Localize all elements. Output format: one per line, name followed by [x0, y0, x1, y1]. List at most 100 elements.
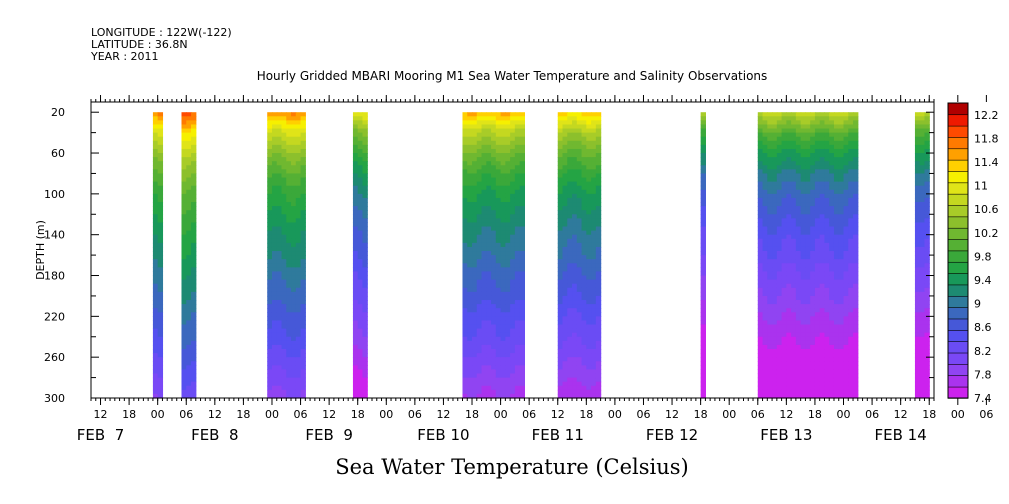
heatmap-cell — [295, 344, 302, 350]
heatmap-cell — [157, 336, 164, 342]
heatmap-cell — [276, 312, 283, 317]
heatmap-cell — [495, 230, 502, 236]
heatmap-cell — [476, 132, 483, 138]
heatmap-cell — [362, 185, 368, 191]
heatmap-cell — [295, 148, 302, 154]
heatmap-cell — [914, 267, 921, 273]
heatmap-cell — [295, 173, 302, 179]
heatmap-cell — [495, 189, 502, 195]
heatmap-cell — [800, 328, 806, 334]
heatmap-cell — [505, 365, 511, 371]
heatmap-cell — [805, 144, 811, 150]
heatmap-cell — [772, 132, 778, 138]
heatmap-cell — [781, 161, 787, 166]
heatmap-cell — [576, 136, 583, 142]
heatmap-cell — [567, 308, 573, 313]
heatmap-cell — [510, 353, 516, 358]
heatmap-cell — [362, 214, 368, 219]
heatmap-cell — [848, 226, 854, 232]
heatmap-cell — [824, 340, 830, 346]
heatmap-cell — [591, 116, 597, 121]
heatmap-cell — [191, 385, 197, 391]
heatmap-cell — [833, 328, 840, 334]
heatmap-cell — [814, 214, 821, 219]
heatmap-cell — [914, 226, 921, 232]
heatmap-cell — [295, 169, 302, 175]
heatmap-cell — [781, 210, 787, 215]
heatmap-cell — [762, 304, 768, 309]
heatmap-cell — [824, 234, 830, 240]
heatmap-cell — [843, 116, 849, 121]
heatmap-cell — [491, 328, 497, 334]
heatmap-cell — [281, 148, 287, 154]
heatmap-cell — [833, 349, 840, 354]
heatmap-cell — [567, 128, 573, 134]
heatmap-cell — [357, 140, 364, 146]
heatmap-cell — [776, 332, 783, 338]
heatmap-cell — [191, 353, 197, 358]
heatmap-cell — [814, 116, 821, 121]
heatmap-cell — [843, 197, 849, 203]
heatmap-cell — [300, 312, 306, 317]
heatmap-cell — [186, 291, 192, 297]
heatmap-cell — [300, 222, 306, 228]
heatmap-cell — [481, 157, 487, 162]
heatmap-cell — [819, 361, 826, 366]
heatmap-cell — [819, 336, 826, 342]
heatmap-cell — [505, 328, 511, 334]
heatmap-cell — [757, 165, 764, 170]
heatmap-cell — [810, 132, 816, 138]
heatmap-cell — [271, 295, 278, 301]
heatmap-cell — [557, 308, 564, 313]
heatmap-cell — [557, 393, 564, 399]
heatmap-cell — [824, 242, 830, 248]
heatmap-cell — [271, 136, 278, 142]
heatmap-cell — [791, 165, 797, 170]
heatmap-cell — [829, 161, 835, 166]
heatmap-cell — [157, 283, 164, 289]
heatmap-cell — [786, 206, 792, 211]
heatmap-cell — [362, 148, 368, 154]
heatmap-cell — [362, 230, 368, 236]
heatmap-cell — [491, 189, 497, 195]
heatmap-cell — [281, 230, 287, 236]
heatmap-cell — [848, 157, 854, 162]
heatmap-cell — [819, 251, 826, 256]
heatmap-cell — [291, 271, 297, 277]
heatmap-cell — [829, 242, 835, 248]
heatmap-cell — [519, 222, 525, 228]
heatmap-cell — [567, 336, 573, 342]
heatmap-cell — [462, 365, 468, 371]
heatmap-cell — [486, 369, 492, 375]
heatmap-cell — [295, 157, 302, 162]
heatmap-cell — [700, 365, 706, 371]
date-label: FEB 8 — [191, 426, 238, 444]
heatmap-cell — [767, 287, 773, 293]
heatmap-cell — [853, 153, 859, 158]
heatmap-cell — [486, 263, 492, 268]
heatmap-cell — [795, 230, 802, 236]
heatmap-cell — [595, 173, 602, 179]
heatmap-cell — [767, 304, 773, 309]
heatmap-cell — [352, 287, 359, 293]
heatmap-cell — [824, 148, 830, 154]
heatmap-cell — [495, 300, 502, 305]
heatmap-cell — [843, 112, 849, 117]
heatmap-cell — [853, 132, 859, 138]
heatmap-cell — [567, 210, 573, 215]
heatmap-cell — [572, 210, 578, 215]
heatmap-cell — [914, 214, 921, 219]
heatmap-cell — [300, 238, 306, 244]
heatmap-cell — [586, 136, 592, 142]
heatmap-cell — [700, 165, 706, 170]
heatmap-cell — [595, 136, 602, 142]
heatmap-cell — [486, 271, 492, 277]
heatmap-cell — [291, 193, 297, 199]
heatmap-cell — [462, 275, 468, 281]
heatmap-cell — [762, 128, 768, 134]
heatmap-cell — [357, 177, 364, 183]
heatmap-cell — [810, 218, 816, 224]
heatmap-cell — [472, 349, 478, 354]
heatmap-cell — [362, 128, 368, 134]
heatmap-cell — [814, 373, 821, 379]
